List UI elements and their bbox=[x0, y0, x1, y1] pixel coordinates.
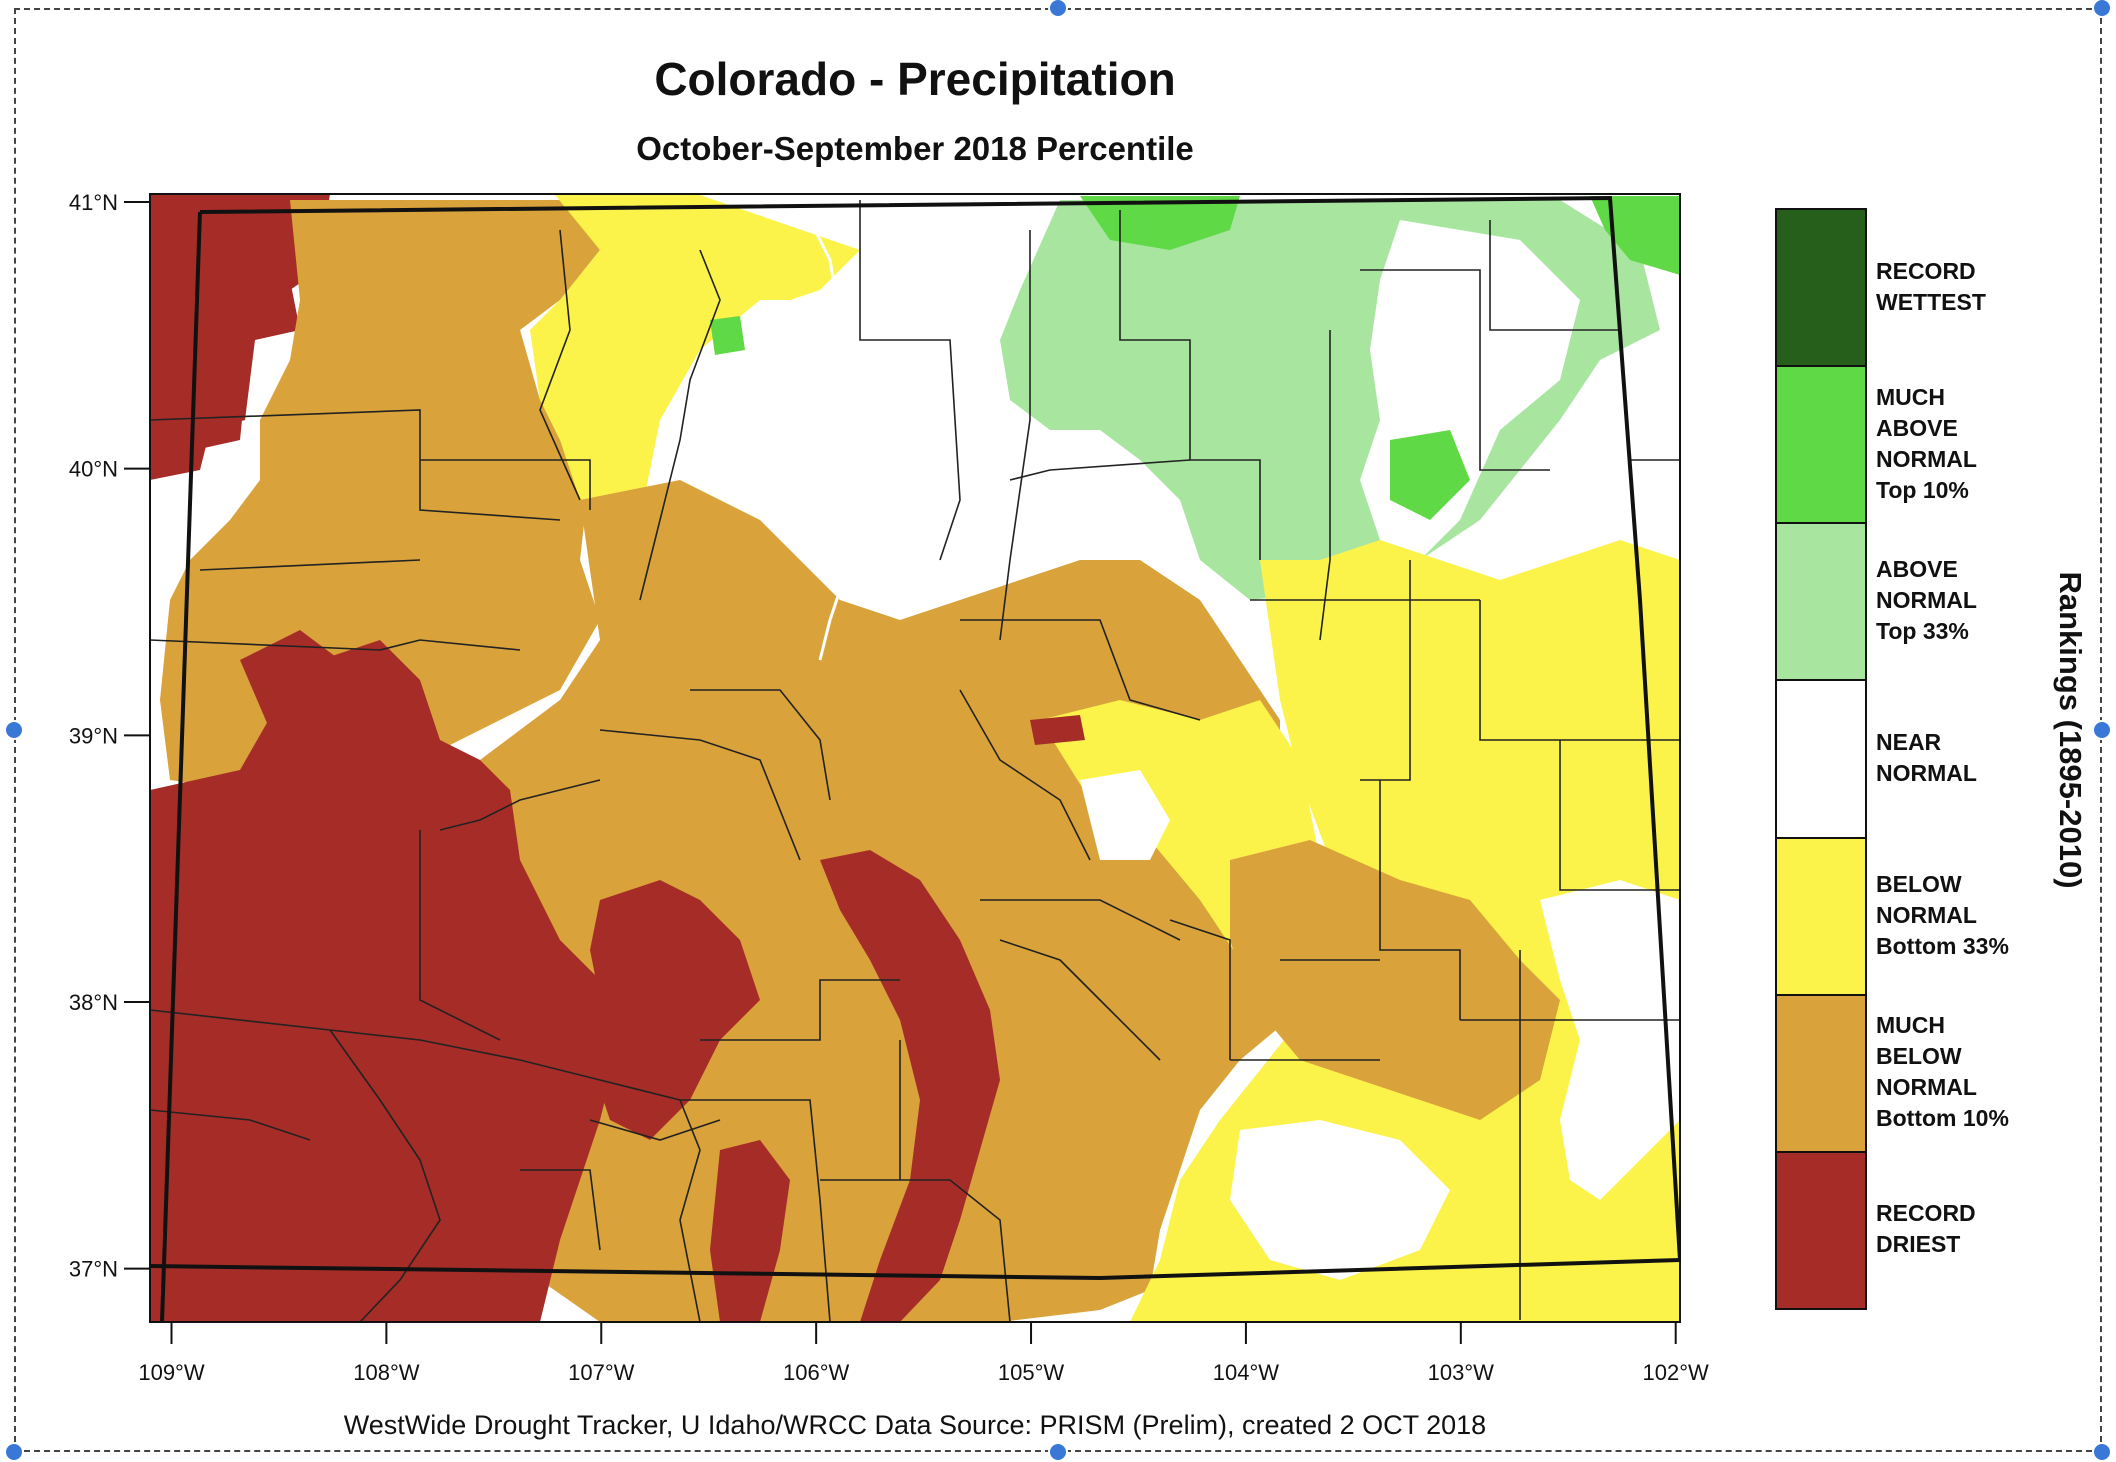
county-boundaries bbox=[150, 200, 1680, 1322]
legend-label-below: BELOW NORMAL Bottom 33% bbox=[1876, 870, 2009, 959]
resize-handle-top[interactable] bbox=[1048, 0, 1068, 18]
map-title: Colorado - Precipitation bbox=[654, 53, 1176, 105]
latitude-axis: 41°N 40°N 39°N 38°N 37°N bbox=[69, 190, 150, 1282]
legend-swatch-record-wettest bbox=[1775, 208, 1867, 368]
region-record-driest-south-central bbox=[710, 1140, 790, 1322]
legend-swatch-above bbox=[1775, 522, 1867, 682]
lon-tick-label: 103°W bbox=[1428, 1360, 1495, 1385]
region-below-north-central bbox=[530, 195, 880, 560]
plot-frame bbox=[149, 193, 1681, 1323]
region-record-driest-sangre-de-cristo bbox=[820, 850, 1000, 1322]
lat-tick-label: 37°N bbox=[69, 1257, 118, 1282]
region-below-east-central bbox=[1260, 540, 1680, 890]
region-record-driest-san-juan bbox=[590, 880, 760, 1140]
legend-swatch-much-above bbox=[1775, 365, 1867, 525]
resize-handle-left[interactable] bbox=[4, 720, 24, 740]
region-record-driest-spot-1 bbox=[1030, 715, 1085, 745]
state-border bbox=[150, 195, 1680, 1281]
legend-swatch-much-below bbox=[1775, 993, 1867, 1153]
region-record-driest-southwest bbox=[150, 640, 620, 1322]
state-border-west bbox=[160, 211, 202, 1322]
legend-label-much-below: MUCH BELOW NORMAL Bottom 10% bbox=[1876, 1012, 2009, 1132]
resize-handle-right[interactable] bbox=[2092, 720, 2112, 740]
legend-swatch-near bbox=[1775, 679, 1867, 839]
lon-tick-label: 105°W bbox=[998, 1360, 1065, 1385]
longitude-axis: 109°W 108°W 107°W 106°W 105°W 104°W 103°W 102°W bbox=[138, 1322, 1709, 1385]
lon-tick-label: 108°W bbox=[353, 1360, 420, 1385]
region-much-above-north-central bbox=[710, 316, 745, 355]
resize-handle-top-right[interactable] bbox=[2092, 0, 2112, 18]
legend-label-record-driest: RECORD DRIEST bbox=[1876, 1200, 1976, 1258]
legend-label-near: NEAR NORMAL bbox=[1876, 729, 1977, 786]
legend-swatch-below bbox=[1775, 836, 1867, 996]
region-record-driest-west-central bbox=[240, 630, 340, 730]
region-near-normal-north bbox=[660, 195, 1120, 560]
lat-tick-label: 39°N bbox=[69, 723, 118, 748]
lat-tick-label: 41°N bbox=[69, 190, 118, 215]
legend-axis-label: Rankings (1895-2010) bbox=[2053, 571, 2088, 889]
lat-tick-label: 38°N bbox=[69, 990, 118, 1015]
lon-tick-label: 104°W bbox=[1213, 1360, 1280, 1385]
map-subtitle: October-September 2018 Percentile bbox=[636, 130, 1194, 167]
divide-line bbox=[798, 199, 882, 661]
legend-label-above: ABOVE NORMAL Top 33% bbox=[1876, 556, 1977, 645]
lon-tick-label: 107°W bbox=[568, 1360, 635, 1385]
region-near-normal-southeast bbox=[1540, 880, 1680, 1200]
lon-tick-label: 109°W bbox=[138, 1360, 205, 1385]
region-near-normal-central bbox=[1080, 770, 1170, 860]
legend-label-record-wettest: RECORD WETTEST bbox=[1876, 257, 1986, 315]
lat-tick-label: 40°N bbox=[69, 457, 118, 482]
lon-tick-label: 102°W bbox=[1643, 1360, 1710, 1385]
lon-tick-label: 106°W bbox=[783, 1360, 850, 1385]
region-much-below-southeast bbox=[1230, 840, 1560, 1120]
legend-swatch-record-driest bbox=[1775, 1150, 1867, 1310]
region-much-above-east bbox=[1390, 430, 1470, 520]
data-credit: WestWide Drought Tracker, U Idaho/WRCC D… bbox=[343, 1410, 1487, 1440]
legend-label-much-above: MUCH ABOVE NORMAL Top 10% bbox=[1876, 383, 1977, 503]
region-near-normal-south bbox=[1230, 1120, 1450, 1280]
